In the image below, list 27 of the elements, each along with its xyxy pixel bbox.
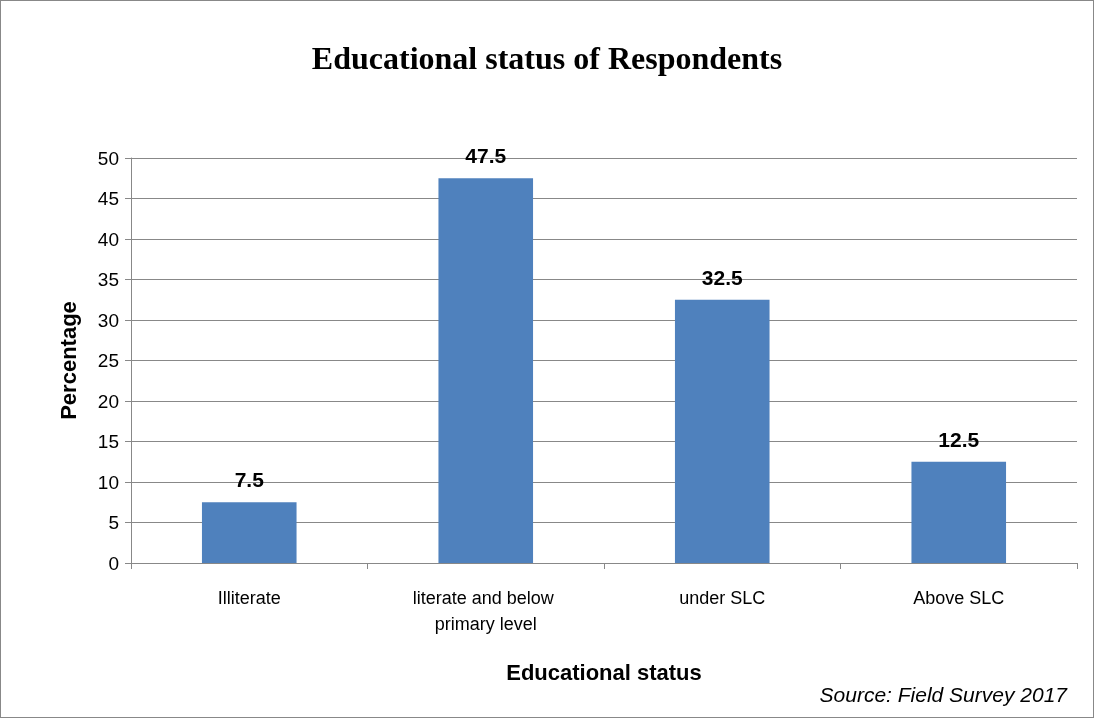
y-tick-label: 5 [108, 512, 119, 533]
data-label: 32.5 [701, 265, 744, 289]
y-tick-label: 30 [97, 309, 119, 331]
y-tick-label: 10 [97, 471, 119, 493]
data-label: 12.5 [938, 427, 980, 451]
y-tick-label: 15 [97, 431, 119, 452]
y-tick-label: 50 [97, 147, 119, 169]
y-axis-title: Percentage [55, 301, 81, 420]
y-tick-label: 35 [97, 269, 119, 290]
bar [911, 461, 1007, 563]
x-tick-label: Illiterate [217, 588, 281, 608]
chart-title: Educational status of Respondents [311, 40, 783, 76]
y-tick-label: 45 [97, 188, 119, 209]
x-tick-label: literate and below primary level [412, 588, 559, 634]
bar [438, 178, 534, 563]
y-tick-label: 40 [97, 228, 119, 250]
y-tick-label: 20 [97, 390, 119, 412]
data-label: 47.5 [465, 144, 507, 168]
data-label: 7.5 [234, 468, 265, 492]
bar [674, 299, 770, 563]
source-note: Source: Field Survey 2017 [819, 683, 1069, 706]
y-tick-label: 25 [97, 350, 119, 371]
y-tick-label: 0 [108, 552, 119, 574]
x-tick-label: under SLC [679, 588, 766, 608]
x-axis-title: Educational status [506, 659, 702, 685]
x-tick-label: Above SLC [913, 588, 1005, 608]
bar [201, 502, 297, 563]
